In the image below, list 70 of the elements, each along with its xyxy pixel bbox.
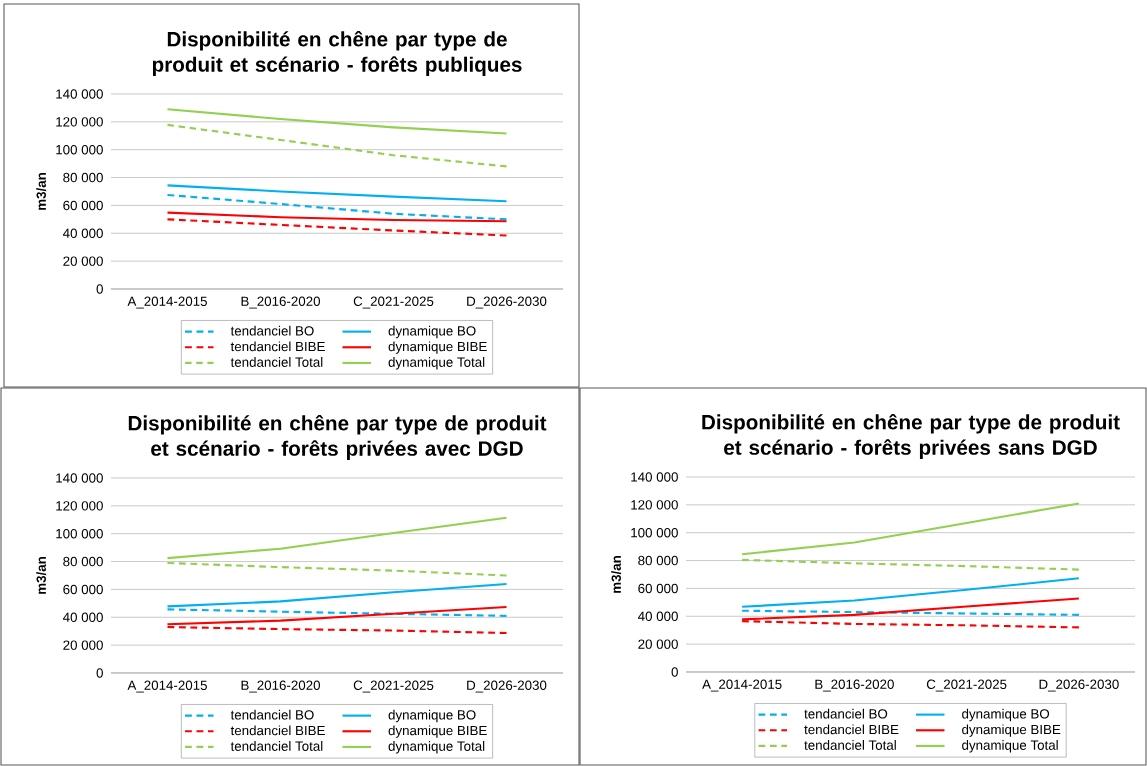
y-tick-label: 140 000 bbox=[56, 89, 103, 99]
x-tick-label: B_2016-2020 bbox=[241, 296, 321, 309]
y-tick-label: 40 000 bbox=[62, 612, 103, 622]
line-series bbox=[166, 123, 508, 168]
line-series bbox=[166, 561, 508, 577]
y-tick-label: 140 000 bbox=[56, 473, 103, 483]
legend-label: dynamique BO bbox=[388, 325, 476, 339]
y-tick-label: 80 000 bbox=[63, 172, 103, 183]
legend-label: tendanciel BIBE bbox=[804, 724, 899, 735]
legend-label: dynamique Total bbox=[388, 741, 485, 754]
y-tick-label: 120 000 bbox=[56, 501, 103, 511]
y-tick-label: 20 000 bbox=[63, 256, 103, 266]
x-tick-label: D_2026-2030 bbox=[467, 680, 547, 693]
x-tick-label: A_2014-2015 bbox=[127, 680, 207, 693]
chart-title: Disponibilité en chêne par type de produit et scénario - forêts privées sans DGD bbox=[702, 413, 1120, 459]
y-tick-label: 100 000 bbox=[56, 144, 103, 155]
y-tick-label: 140 000 bbox=[631, 472, 678, 482]
y-tick-label: 20 000 bbox=[63, 640, 103, 650]
legend-label: dynamique BIBE bbox=[388, 341, 487, 354]
y-tick-label: 120 000 bbox=[631, 500, 678, 510]
legend-label: dynamique BIBE bbox=[388, 725, 487, 738]
x-tick-label: C_2021-2025 bbox=[926, 679, 1007, 692]
line-series bbox=[166, 184, 508, 203]
x-tick-label: A_2014-2015 bbox=[702, 679, 782, 692]
y-tick-label: 0 bbox=[671, 667, 678, 677]
legend-label: tendanciel Total bbox=[804, 740, 896, 750]
line-series bbox=[741, 577, 1080, 608]
y-axis-title: m3/an bbox=[611, 556, 622, 593]
y-tick-label: 100 000 bbox=[56, 528, 103, 539]
y-axis-title: m3/an bbox=[36, 173, 47, 210]
legend-label: tendanciel BO bbox=[230, 325, 314, 336]
x-tick-label: C_2021-2025 bbox=[353, 680, 434, 693]
x-tick-label: D_2026-2030 bbox=[1039, 679, 1119, 692]
y-tick-label: 80 000 bbox=[63, 556, 103, 567]
x-tick-label: A_2014-2015 bbox=[127, 296, 207, 309]
y-tick-label: 0 bbox=[96, 284, 103, 294]
legend-label: dynamique BO bbox=[388, 709, 476, 723]
line-series bbox=[166, 193, 508, 221]
legend-label: tendanciel BIBE bbox=[230, 725, 325, 736]
legend-label: tendanciel BO bbox=[804, 708, 888, 719]
y-axis-title: m3/an bbox=[36, 557, 47, 594]
y-tick-label: 40 000 bbox=[62, 228, 103, 238]
legend-label: dynamique Total bbox=[388, 357, 485, 370]
y-tick-label: 80 000 bbox=[638, 555, 678, 566]
x-tick-label: B_2016-2020 bbox=[815, 679, 894, 692]
y-tick-label: 40 000 bbox=[637, 611, 678, 621]
legend-label: dynamique BIBE bbox=[962, 724, 1061, 737]
y-tick-label: 100 000 bbox=[631, 527, 678, 538]
x-tick-label: B_2016-2020 bbox=[241, 680, 321, 693]
y-tick-label: 0 bbox=[96, 668, 103, 678]
y-tick-label: 60 000 bbox=[63, 584, 103, 595]
y-tick-label: 60 000 bbox=[638, 583, 678, 594]
line-series bbox=[166, 108, 508, 135]
chart-title: Disponibilité en chêne par type de produit et scénario - forêts publiques bbox=[152, 30, 522, 76]
y-tick-label: 20 000 bbox=[638, 639, 678, 649]
x-tick-label: C_2021-2025 bbox=[353, 296, 434, 309]
line-series bbox=[741, 558, 1080, 571]
legend-label: tendanciel Total bbox=[230, 357, 323, 367]
legend-label: tendanciel BIBE bbox=[230, 341, 325, 352]
legend-label: tendanciel BO bbox=[230, 709, 314, 720]
legend-label: tendanciel Total bbox=[230, 741, 323, 751]
line-series bbox=[166, 211, 508, 223]
line-series bbox=[741, 502, 1080, 556]
y-tick-label: 120 000 bbox=[56, 117, 103, 127]
legend-label: dynamique BO bbox=[962, 708, 1050, 722]
y-tick-label: 60 000 bbox=[63, 200, 103, 211]
x-tick-label: D_2026-2030 bbox=[467, 296, 547, 309]
chart-title: Disponibilité en chêne par type de produit et scénario - forêts privées avec DGD bbox=[128, 414, 547, 460]
line-series bbox=[166, 516, 508, 560]
legend-label: dynamique Total bbox=[962, 740, 1058, 753]
